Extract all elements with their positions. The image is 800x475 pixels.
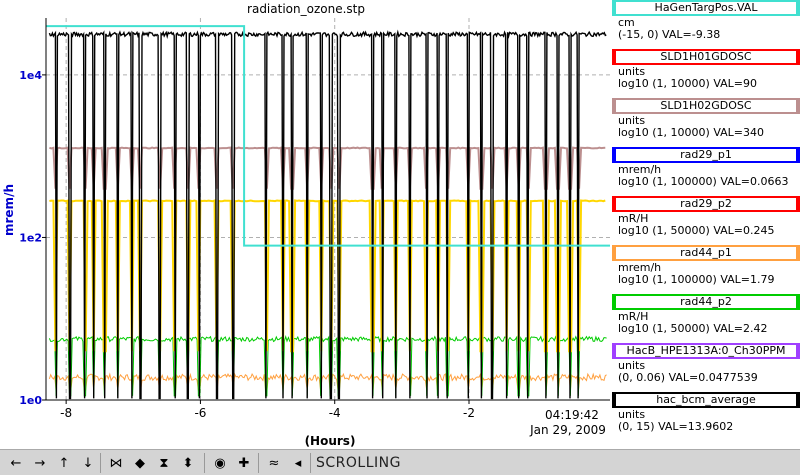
legend-range: (0, 0.06) VAL=0.0477539 [618,371,758,384]
legend-range: log10 (1, 50000) VAL=2.42 [618,322,768,335]
pan-right-icon[interactable]: → [34,455,46,471]
zoom-out-y-icon[interactable]: ⬍ [182,455,194,471]
toolbar-separator [204,453,205,473]
legend-entry[interactable]: rad29_p1 mrem/h log10 (1, 100000) VAL=0.06… [612,147,800,196]
legend-name-box[interactable]: HacB_HPE1313A:0_Ch30PPM [612,343,800,359]
chart-title: radiation_ozone.stp [247,2,365,16]
x-axis-label: (Hours) [305,434,356,448]
mode-label: SCROLLING [316,455,401,471]
legend-name-box[interactable]: rad29_p1 [612,147,800,163]
graph-icon[interactable]: ≈ [268,455,280,471]
legend-name-box[interactable]: SLD1H02GDOSC [612,98,800,114]
toolbar-separator [310,453,311,473]
legend-name-box[interactable]: hac_bcm_average [612,392,800,408]
legend-entry[interactable]: hac_bcm_average units (0, 15) VAL=13.9602 [612,392,800,441]
x-tick-label: -8 [60,406,72,420]
axes: 1e0 1e2 1e4 -8 -6 -4 -2 [19,18,610,420]
legend-unit: units [618,114,646,127]
legend-range: log10 (1, 10000) VAL=340 [618,126,765,139]
legend-unit: units [618,65,646,78]
series-layer [46,25,610,400]
legend-range: log10 (1, 100000) VAL=0.0663 [618,175,789,188]
legend-name-box[interactable]: HaGenTargPos.VAL [612,0,800,16]
zoom-out-x-icon[interactable]: ◆ [135,455,145,471]
legend-entry[interactable]: rad44_p2 mR/H log10 (1, 50000) VAL=2.42 [612,294,800,343]
legend-unit: units [618,359,646,372]
legend-range: log10 (1, 50000) VAL=0.245 [618,224,775,237]
series-hagentargpos [46,25,610,247]
y-tick-label: 1e2 [19,231,42,244]
toolbar: SCROLLING ← → ↑ ↓ ⋈ ◆ ⧗ ⬍ ◉ ✚ ≈ ◂ [0,449,800,475]
toolbar-separator [100,453,101,473]
x-tick-label: -6 [194,406,206,420]
toolbar-separator [258,453,259,473]
legend-range: log10 (1, 10000) VAL=90 [618,77,758,90]
legend-name-box[interactable]: rad44_p2 [612,294,800,310]
legend-panel: HaGenTargPos.VAL cm (-15, 0) VAL=-9.38 SLD1… [612,0,800,448]
legend-unit: mR/H [618,212,649,225]
legend-entry[interactable]: rad44_p1 mrem/h log10 (1, 100000) VAL=1.79 [612,245,800,294]
legend-entry[interactable]: rad29_p2 mR/H log10 (1, 50000) VAL=0.245 [612,196,800,245]
date-label: Jan 29, 2009 [529,423,606,437]
legend-unit: mR/H [618,310,649,323]
y-axis-label: mrem/h [2,184,16,236]
legend-unit: cm [618,16,635,29]
pan-up-icon[interactable]: ↑ [58,455,70,471]
zoom-in-x-icon[interactable]: ⋈ [109,455,123,471]
pan-left-icon[interactable]: ← [10,455,22,471]
legend-range: log10 (1, 100000) VAL=1.79 [618,273,775,286]
strip-chart[interactable]: radiation_ozone.stp 1e0 1e2 1e4 -8 -6 -4 -2 mr… [0,0,612,449]
legend-unit: units [618,408,646,421]
legend-name-box[interactable]: rad44_p1 [612,245,800,261]
pan-down-icon[interactable]: ↓ [82,455,94,471]
legend-unit: mrem/h [618,261,662,274]
legend-entry[interactable]: SLD1H02GDOSC units log10 (1, 10000) VAL=34… [612,98,800,147]
legend-range: (-15, 0) VAL=-9.38 [618,28,721,41]
legend-entry[interactable]: HaGenTargPos.VAL cm (-15, 0) VAL=-9.38 [612,0,800,49]
time-label: 04:19:42 [545,408,599,422]
series-rad44-p2 [48,334,607,397]
legend-name-box[interactable]: rad29_p2 [612,196,800,212]
y-tick-label: 1e0 [19,394,42,407]
back-icon[interactable]: ◂ [294,455,302,471]
y-tick-label: 1e4 [19,69,42,82]
legend-entry[interactable]: SLD1H01GDOSC units log10 (1, 10000) VAL=90 [612,49,800,98]
add-icon[interactable]: ✚ [238,455,250,471]
series-rad44-p1 [48,372,607,391]
legend-range: (0, 15) VAL=13.9602 [618,420,734,433]
legend-unit: mrem/h [618,163,662,176]
zoom-in-y-icon[interactable]: ⧗ [159,455,169,471]
x-tick-label: -4 [329,406,341,420]
legend-entry[interactable]: HacB_HPE1313A:0_Ch30PPM units (0, 0.06) VA… [612,343,800,392]
x-tick-label: -2 [463,406,475,420]
series-sld1h01 [48,29,607,400]
legend-name-box[interactable]: SLD1H01GDOSC [612,49,800,65]
auto-scale-icon[interactable]: ◉ [214,455,226,471]
